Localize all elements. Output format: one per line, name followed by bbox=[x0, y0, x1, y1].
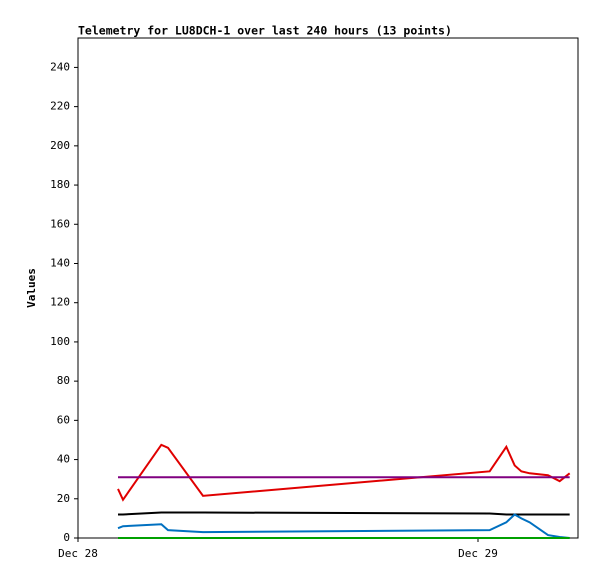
y-tick-label: 120 bbox=[50, 296, 70, 309]
chart-title: Telemetry for LU8DCH-1 over last 240 hou… bbox=[78, 24, 452, 38]
y-tick-label: 240 bbox=[50, 60, 70, 73]
y-tick-label: 160 bbox=[50, 217, 70, 230]
series-line bbox=[117, 513, 570, 539]
plot-frame bbox=[77, 37, 579, 539]
series-line bbox=[117, 443, 571, 502]
x-tick-label: Dec 29 bbox=[458, 547, 498, 560]
x-tick-label: Dec 28 bbox=[58, 547, 98, 560]
y-tick-label: 200 bbox=[50, 139, 70, 152]
y-tick-label: 60 bbox=[57, 413, 70, 426]
y-tick-label: 180 bbox=[50, 178, 70, 191]
y-tick-label: 220 bbox=[50, 100, 70, 113]
y-tick-label: 20 bbox=[57, 492, 70, 505]
y-tick-label: 140 bbox=[50, 256, 70, 269]
y-tick-label: 40 bbox=[57, 453, 70, 466]
series-line bbox=[118, 511, 570, 516]
y-tick-label: 100 bbox=[50, 335, 70, 348]
y-tick-label: 80 bbox=[57, 374, 70, 387]
y-tick-label: 0 bbox=[63, 531, 70, 544]
y-axis-title: Values bbox=[25, 268, 38, 308]
